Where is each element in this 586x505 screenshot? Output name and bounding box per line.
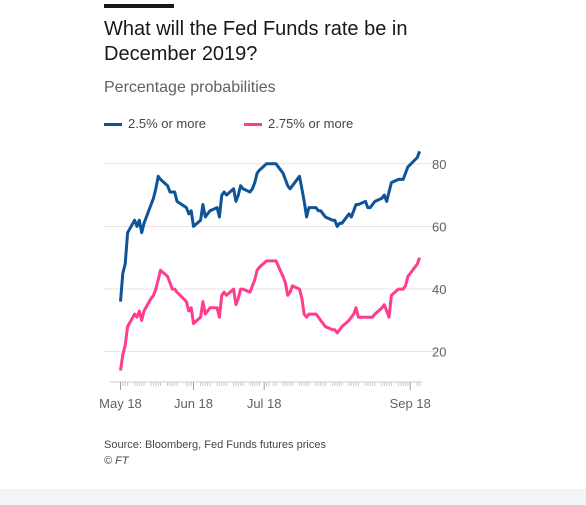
top-rule	[104, 4, 174, 8]
series-line-2	[119, 257, 422, 371]
legend-swatch-series-2	[244, 123, 262, 126]
x-tick-label-1: Jun 18	[174, 396, 213, 411]
y-tick-label-40: 40	[432, 282, 446, 297]
legend-label-series-1: 2.5% or more	[128, 116, 207, 131]
chart-subtitle: Percentage probabilities	[104, 79, 276, 96]
y-tick-label-20: 20	[432, 345, 446, 360]
y-tick-label-60: 60	[432, 219, 446, 234]
x-tick-label-2: Jul 18	[247, 396, 282, 411]
legend-label-series-2: 2.75% or more	[268, 116, 354, 131]
chart-card: What will the Fed Funds rate be in Decem…	[0, 0, 586, 489]
x-tick-label-3: Sep 18	[390, 396, 431, 411]
chart-title: What will the Fed Funds rate be in Decem…	[104, 18, 408, 65]
legend-swatch-series-1	[104, 123, 122, 126]
line-chart: 20 40 60 80 May 18 Jun 18 Jul 18 Sep 18	[99, 150, 446, 411]
source-note: Source: Bloomberg, Fed Funds futures pri…	[104, 439, 326, 451]
copyright-note: © FT	[104, 455, 129, 467]
x-tick-label-0: May 18	[99, 396, 142, 411]
series-line-1	[119, 150, 422, 302]
y-tick-label-80: 80	[432, 157, 446, 172]
